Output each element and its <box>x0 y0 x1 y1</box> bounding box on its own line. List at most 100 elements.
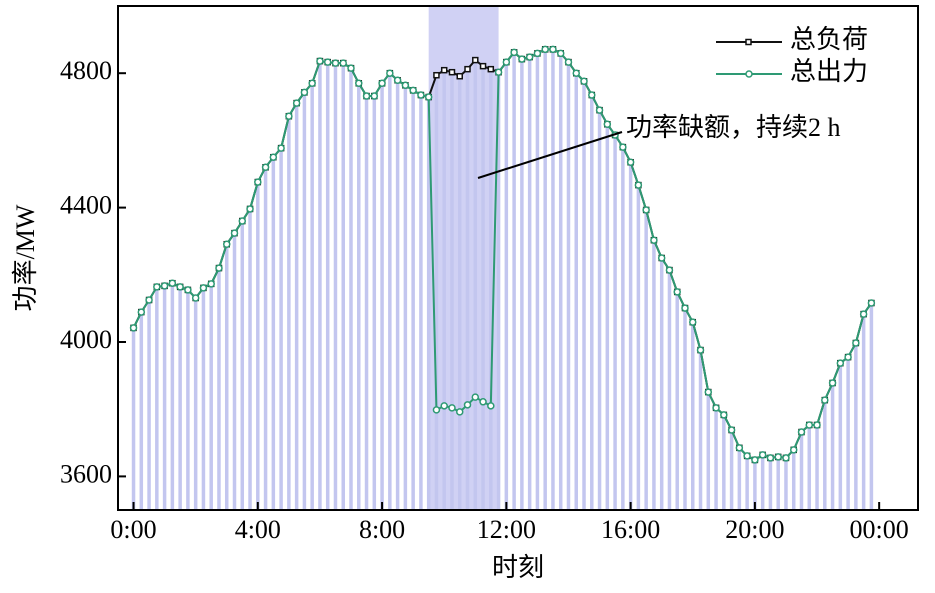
marker <box>805 421 814 429</box>
x-axis-label: 时刻 <box>492 553 544 582</box>
marker <box>261 163 270 172</box>
marker <box>751 456 759 464</box>
marker <box>323 58 332 66</box>
marker <box>471 393 480 401</box>
marker <box>642 206 650 214</box>
marker <box>758 451 767 459</box>
marker <box>409 86 417 95</box>
marker <box>510 48 518 57</box>
marker <box>184 286 192 294</box>
marker <box>821 396 829 404</box>
marker <box>797 428 806 436</box>
marker <box>472 56 479 64</box>
marker <box>300 88 309 97</box>
marker <box>704 388 713 396</box>
marker <box>269 153 278 161</box>
marker <box>634 181 643 189</box>
marker <box>168 279 177 287</box>
marker <box>246 205 254 213</box>
marker <box>487 65 495 73</box>
legend-marker <box>745 70 753 78</box>
marker <box>448 404 456 412</box>
marker <box>432 406 441 414</box>
marker <box>455 408 464 416</box>
marker <box>464 65 471 73</box>
marker <box>533 49 542 58</box>
marker <box>222 240 231 248</box>
marker <box>433 71 440 79</box>
marker <box>316 57 324 65</box>
marker <box>657 254 666 262</box>
marker <box>401 81 410 90</box>
x-tick-label: 16:00 <box>601 515 660 544</box>
y-axis-label: 功率/MW <box>11 204 40 311</box>
x-tick-label: 0:00 <box>110 515 156 544</box>
marker <box>277 144 285 152</box>
marker <box>626 158 635 166</box>
marker <box>665 266 674 274</box>
marker <box>595 106 604 114</box>
y-tick-label: 4000 <box>60 325 112 354</box>
x-tick-label: 8:00 <box>359 515 405 544</box>
marker <box>292 99 301 107</box>
marker <box>424 93 433 101</box>
marker <box>308 79 316 88</box>
marker <box>479 398 487 406</box>
marker <box>743 452 751 460</box>
marker <box>230 229 239 237</box>
marker <box>199 284 208 292</box>
marker <box>549 45 557 54</box>
marker <box>331 59 340 67</box>
marker <box>456 72 463 80</box>
marker <box>859 310 868 318</box>
marker <box>440 66 448 74</box>
marker <box>650 236 658 244</box>
marker <box>603 120 612 129</box>
marker <box>782 454 790 462</box>
marker <box>689 318 697 326</box>
marker <box>153 283 161 291</box>
series-line <box>132 48 873 462</box>
marker <box>378 79 386 88</box>
y-tick-label: 3600 <box>60 459 112 488</box>
y-tick-label: 4400 <box>60 191 112 220</box>
marker <box>774 453 782 461</box>
x-tick-label: 00:00 <box>850 515 909 544</box>
annotation-line <box>477 131 623 179</box>
marker <box>347 64 355 72</box>
marker <box>696 346 705 354</box>
marker <box>712 404 720 412</box>
marker <box>867 299 876 307</box>
annotation: 功率缺额，持续2 h <box>626 113 841 142</box>
marker <box>339 59 347 67</box>
marker <box>564 58 573 66</box>
marker <box>145 296 153 304</box>
legend-label: 总负荷 <box>790 25 868 54</box>
marker <box>129 324 138 332</box>
series-line <box>132 48 873 462</box>
marker <box>580 77 588 86</box>
marker <box>463 401 472 409</box>
marker <box>207 280 215 288</box>
marker <box>448 68 456 76</box>
marker <box>766 454 775 462</box>
marker <box>813 421 821 429</box>
marker <box>494 68 503 76</box>
x-tick-label: 4:00 <box>235 515 281 544</box>
x-tick-label: 20:00 <box>725 515 784 544</box>
marker <box>362 92 371 100</box>
marker <box>541 45 549 54</box>
marker <box>727 426 736 434</box>
marker <box>254 178 262 186</box>
marker <box>681 304 689 312</box>
marker <box>735 444 744 452</box>
x-tick-label: 12:00 <box>477 515 536 544</box>
marker <box>502 58 511 66</box>
marker <box>844 353 852 361</box>
marker <box>673 288 681 296</box>
marker <box>487 402 495 410</box>
marker <box>160 282 169 290</box>
legend-label: 总出力 <box>790 57 868 86</box>
marker <box>370 92 379 100</box>
